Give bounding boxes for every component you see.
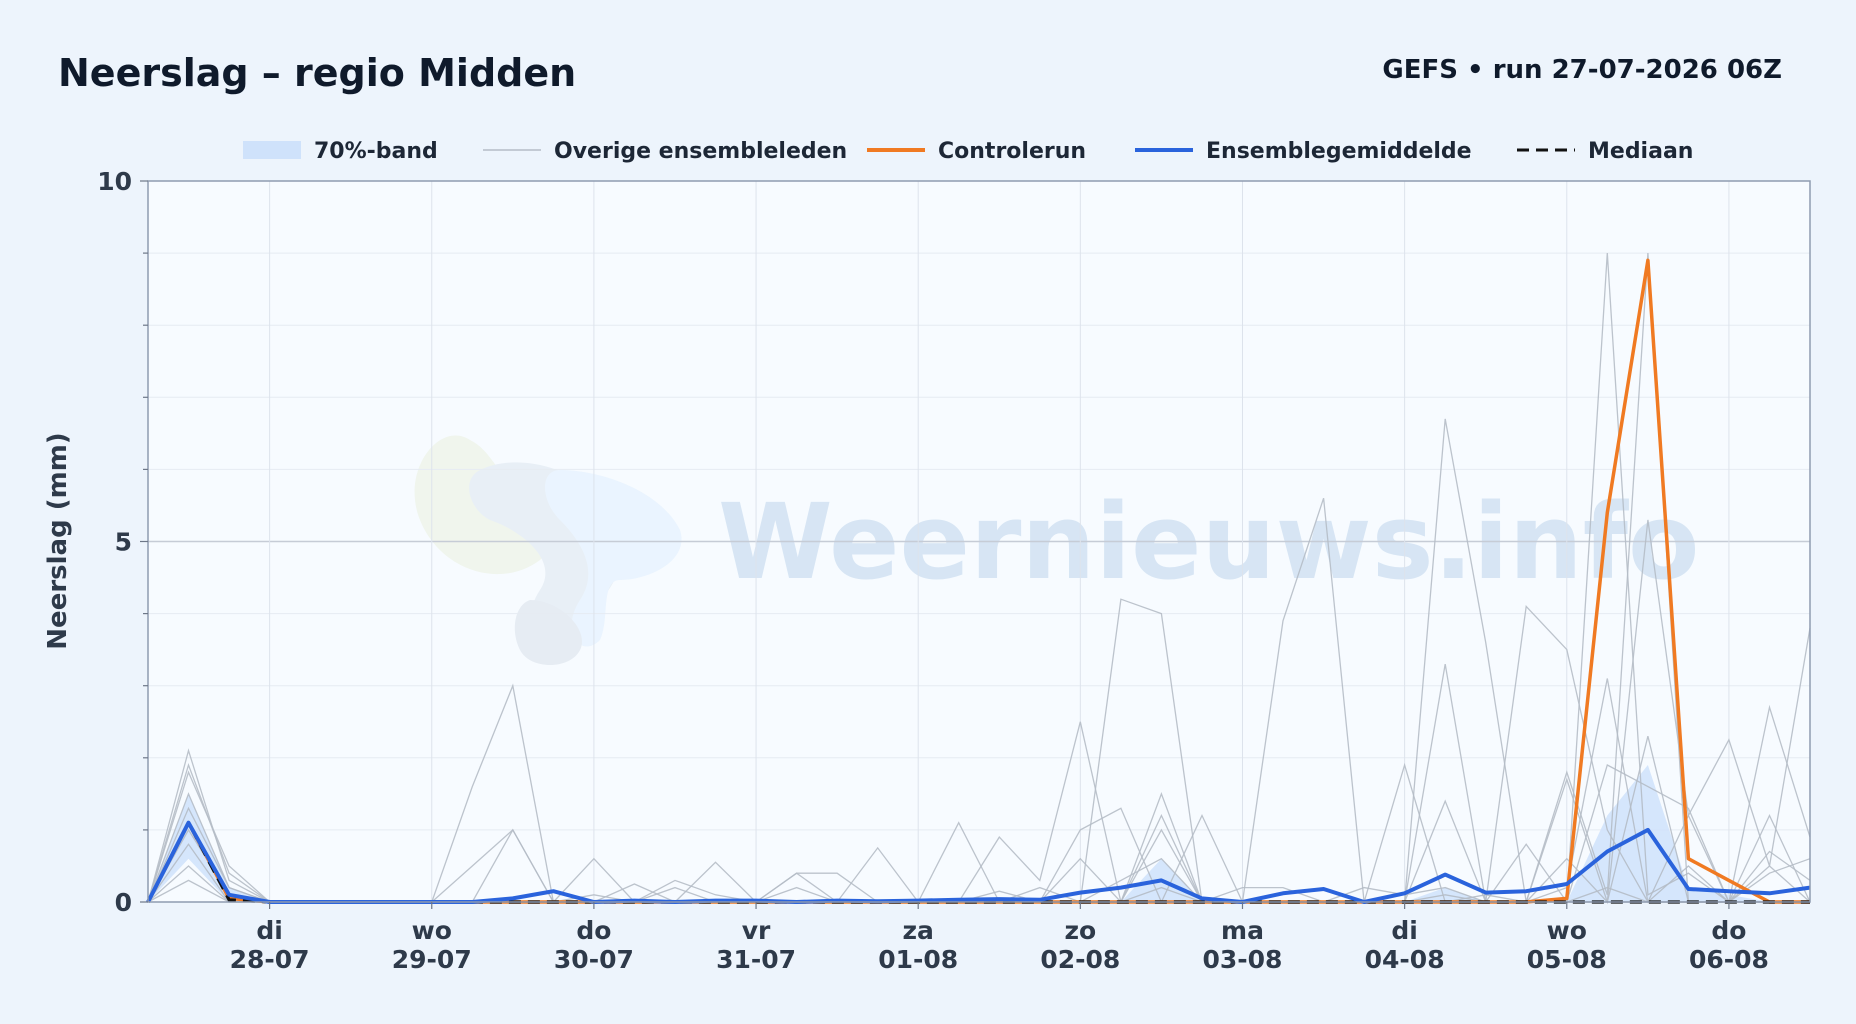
- x-tick-date: 05-08: [1527, 945, 1607, 974]
- x-tick-day: vr: [742, 916, 771, 945]
- x-tick-day: ma: [1221, 916, 1264, 945]
- legend-item-control: Controlerun: [867, 139, 1086, 164]
- x-tick-date: 30-07: [554, 945, 634, 974]
- y-tick-label: 0: [115, 888, 132, 917]
- x-tick-date: 28-07: [230, 945, 310, 974]
- legend-label-band: 70%-band: [314, 139, 438, 164]
- band-layer: [148, 765, 1810, 902]
- x-tick-date: 31-07: [716, 945, 796, 974]
- x-tick-day: di: [1391, 916, 1417, 945]
- legend-label-median: Mediaan: [1588, 139, 1693, 164]
- x-tick-date: 06-08: [1689, 945, 1769, 974]
- x-tick-day: di: [256, 916, 282, 945]
- y-axis-label: Neerslag (mm): [43, 432, 73, 649]
- legend-item-members: Overige ensembleleden: [483, 139, 847, 164]
- x-tick-day: za: [902, 916, 933, 945]
- chart-title: Neerslag – regio Midden: [58, 51, 576, 95]
- y-axis: 0 5 10: [97, 167, 148, 917]
- x-tick-date: 29-07: [392, 945, 472, 974]
- grid: [148, 181, 1810, 902]
- x-tick-day: do: [1711, 916, 1746, 945]
- legend-label-control: Controlerun: [938, 139, 1086, 164]
- legend-item-mean: Ensemblegemiddelde: [1135, 139, 1472, 164]
- legend-swatch-band: [243, 141, 301, 159]
- legend: 70%-band Overige ensembleleden Controlerun…: [243, 139, 1693, 164]
- band-70: [148, 765, 1810, 902]
- x-axis: di28-07wo29-07do30-07vr31-07za01-08zo02-…: [230, 902, 1769, 974]
- watermark-logo-icon: [414, 435, 682, 665]
- x-tick-date: 01-08: [878, 945, 958, 974]
- x-tick-date: 02-08: [1040, 945, 1120, 974]
- legend-item-median: Mediaan: [1517, 139, 1693, 164]
- x-tick-day: zo: [1064, 916, 1096, 945]
- run-info: GEFS • run 27-07-2026 06Z: [1382, 55, 1782, 85]
- x-tick-date: 03-08: [1203, 945, 1283, 974]
- legend-label-mean: Ensemblegemiddelde: [1206, 139, 1472, 164]
- x-tick-date: 04-08: [1365, 945, 1445, 974]
- y-tick-label: 5: [115, 528, 132, 557]
- x-tick-day: wo: [412, 916, 452, 945]
- legend-label-members: Overige ensembleleden: [554, 139, 847, 164]
- legend-item-band: 70%-band: [243, 139, 438, 164]
- x-tick-day: wo: [1547, 916, 1587, 945]
- y-tick-label: 10: [97, 167, 132, 196]
- x-tick-day: do: [576, 916, 611, 945]
